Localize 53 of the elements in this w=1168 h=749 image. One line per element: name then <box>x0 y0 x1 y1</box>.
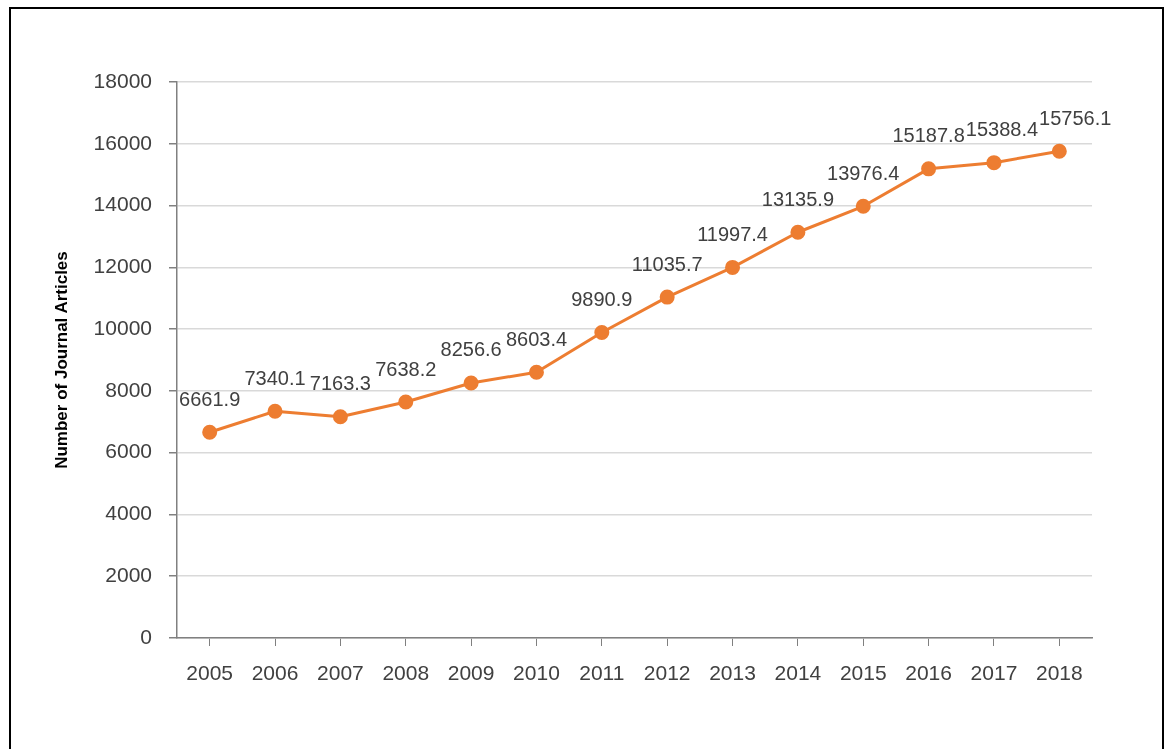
y-tick-label: 8000 <box>105 377 152 401</box>
point <box>528 364 544 380</box>
y-tick-label: 2000 <box>105 563 152 587</box>
x-tick-label: 2014 <box>774 661 822 685</box>
x-tick-label: 2017 <box>970 661 1018 685</box>
data-label: 13976.4 <box>827 161 900 184</box>
point <box>1051 143 1067 159</box>
point <box>332 409 348 425</box>
data-label: 7340.1 <box>244 366 306 389</box>
x-tick-label: 2016 <box>905 661 952 685</box>
data-label: 13135.9 <box>761 187 835 210</box>
data-label: 11035.7 <box>631 252 703 275</box>
x-tick-label: 2018 <box>1035 661 1083 685</box>
x-tick-label: 2009 <box>447 661 495 685</box>
data-label: 15756.1 <box>1039 106 1112 129</box>
point <box>398 394 414 410</box>
y-tick-label: 4000 <box>105 501 152 525</box>
data-label: 7638.2 <box>375 357 437 380</box>
point <box>790 224 806 240</box>
point <box>725 259 741 275</box>
x-tick-label: 2010 <box>513 661 560 685</box>
y-tick-label: 16000 <box>93 130 152 154</box>
x-tick-label: 2013 <box>709 661 756 685</box>
point <box>659 289 675 305</box>
data-label: 11997.4 <box>697 222 768 245</box>
data-label: 8603.4 <box>505 327 568 350</box>
y-tick-label: 0 <box>140 624 152 648</box>
x-tick-label: 2007 <box>317 661 364 685</box>
x-tick-label: 2011 <box>579 661 625 685</box>
point <box>986 155 1002 171</box>
x-tick-label: 2005 <box>186 661 234 685</box>
y-tick-label: 14000 <box>93 192 152 216</box>
x-tick-label: 2006 <box>251 661 299 685</box>
y-tick-label: 6000 <box>105 439 152 463</box>
data-label: 7163.3 <box>309 372 371 395</box>
x-tick-label: 2012 <box>643 661 691 685</box>
point <box>463 375 479 391</box>
y-tick-label: 18000 <box>93 68 152 92</box>
data-label: 6661.9 <box>179 387 241 410</box>
data-label: 8256.6 <box>440 338 502 361</box>
y-tick-label: 10000 <box>93 315 152 339</box>
x-tick-label: 2015 <box>839 661 887 685</box>
x-tick-label: 2008 <box>382 661 430 685</box>
point <box>921 161 937 177</box>
point <box>594 324 610 340</box>
y-axis-title: Number of Journal Articles <box>51 251 71 469</box>
data-label: 15187.8 <box>892 124 965 147</box>
point <box>202 424 218 440</box>
data-label: 15388.4 <box>965 118 1039 141</box>
y-tick-label: 12000 <box>93 254 152 278</box>
point <box>267 403 283 419</box>
point <box>855 198 871 214</box>
data-label: 9890.9 <box>571 288 633 310</box>
